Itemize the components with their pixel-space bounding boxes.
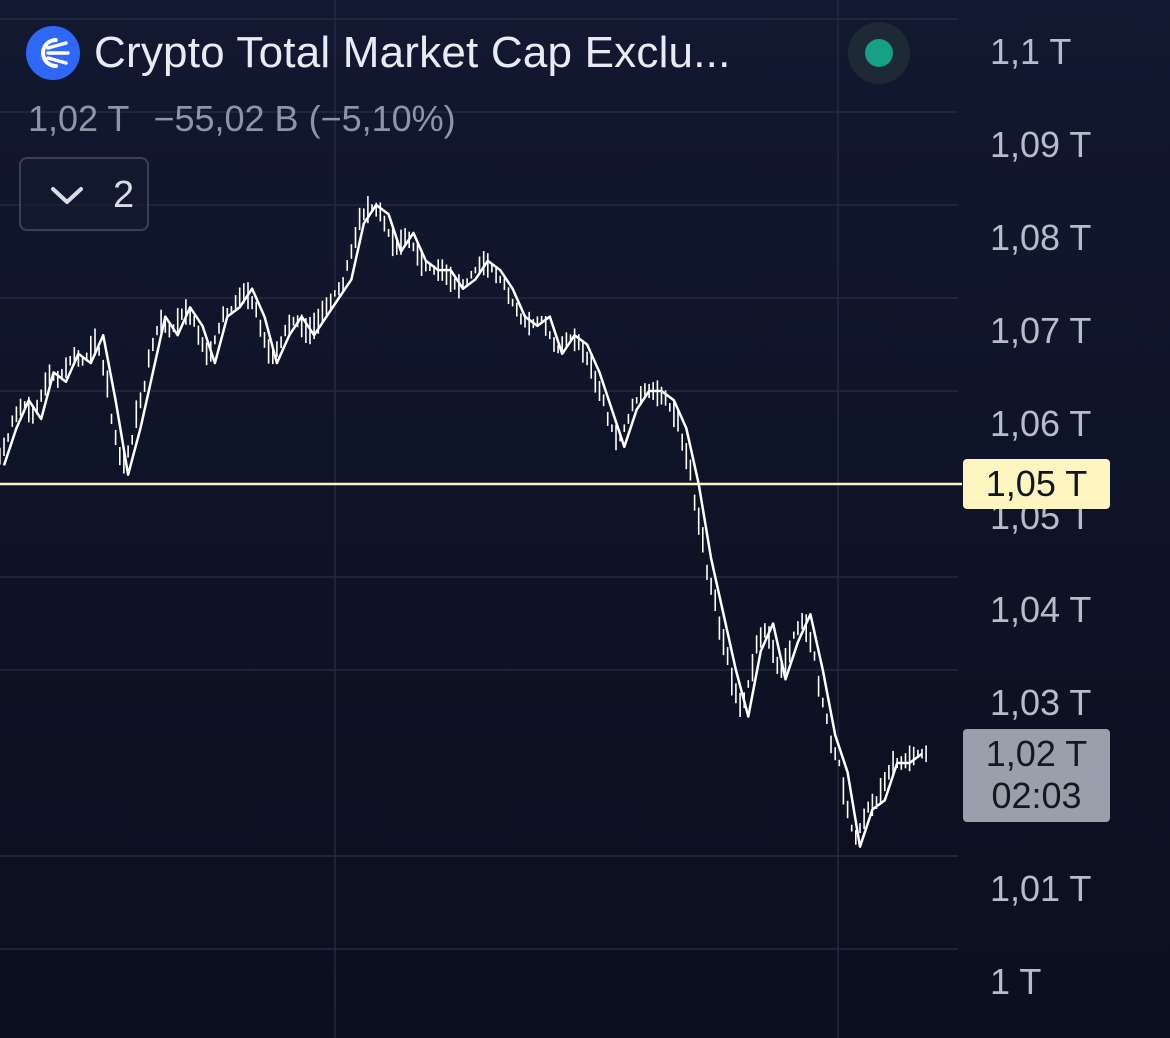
y-tick-label: 1,03 T: [990, 682, 1092, 723]
last-price-tag-time: 02:03: [991, 775, 1082, 816]
last-price-tag-value: 1,02 T: [985, 733, 1088, 774]
y-tick-label: 1 T: [990, 961, 1042, 1002]
y-tick-label: 1,1 T: [990, 31, 1072, 72]
market-status-indicator[interactable]: [848, 22, 910, 84]
series-line: [2, 203, 923, 848]
y-tick-label: 1,08 T: [990, 217, 1092, 258]
y-tick-label: 1,04 T: [990, 589, 1092, 630]
price-summary: 1,02 T −55,02 B (−5,10%): [28, 98, 470, 140]
indicator-count: 2: [113, 174, 135, 216]
y-tick-label: 1,06 T: [990, 403, 1092, 444]
symbol-title[interactable]: Crypto Total Market Cap Exclu...: [94, 28, 731, 77]
y-tick-label: 1,01 T: [990, 868, 1092, 909]
crypto-logo-icon: [26, 26, 80, 80]
chart-header: Crypto Total Market Cap Exclu...: [26, 26, 926, 86]
status-dot-icon: [865, 39, 893, 67]
price-series: [0, 196, 927, 848]
y-tick-label: 1,07 T: [990, 310, 1092, 351]
last-price: 1,02 T: [28, 98, 130, 139]
price-change: −55,02 B (−5,10%): [153, 98, 456, 139]
collapse-indicators-button[interactable]: 2: [19, 157, 149, 231]
y-tick-label: 1,09 T: [990, 124, 1092, 165]
level-line-label[interactable]: 1,05 T: [963, 459, 1110, 509]
grid-lines: [0, 0, 958, 1038]
chevron-down-icon: [51, 187, 83, 204]
last-price-tag: 1,02 T 02:03: [963, 729, 1110, 822]
